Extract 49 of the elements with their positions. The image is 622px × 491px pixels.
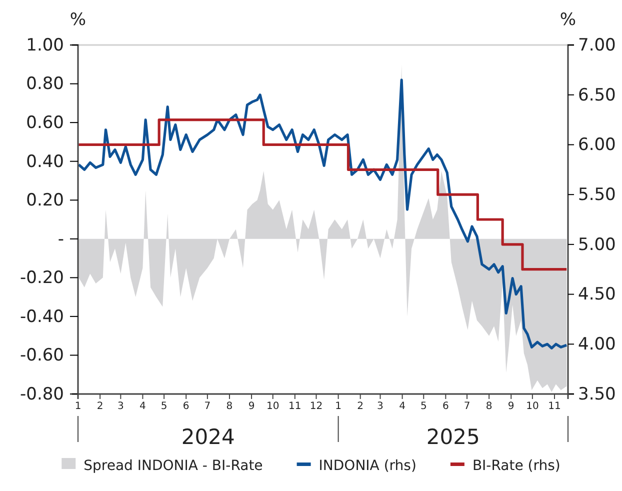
x-tick-label: 10 xyxy=(526,401,539,412)
y-tick-label: 0.60 xyxy=(26,112,64,133)
y2-tick-label: 7.00 xyxy=(578,35,616,56)
x-tick-label: 6 xyxy=(182,401,190,412)
x-tick-label: 3 xyxy=(377,401,384,412)
y2-tick-label: 6.50 xyxy=(578,85,616,106)
y2-tick-label: 4.50 xyxy=(578,284,616,305)
y-tick-label: -0.60 xyxy=(20,346,64,366)
y-tick-label: -0.80 xyxy=(20,384,64,404)
y2-tick-label: 3.50 xyxy=(578,384,616,404)
y2-tick-label: 4.00 xyxy=(578,334,616,355)
y2-tick-label: 6.00 xyxy=(578,135,616,156)
y-tick-label: 0.40 xyxy=(26,152,64,172)
y-tick-label: -0.20 xyxy=(20,268,64,288)
y-tick-label: 0.20 xyxy=(26,190,64,211)
text: 2025 xyxy=(426,425,480,449)
x-tick-label: 4 xyxy=(399,401,406,412)
y-axis-title: % xyxy=(70,10,86,30)
x-tick-label: 6 xyxy=(442,401,449,412)
y-tick-label: 1.00 xyxy=(26,35,64,56)
y-tick-label: - xyxy=(58,229,64,250)
text: 2024 xyxy=(181,425,235,449)
x-tick-label: 8 xyxy=(226,401,233,412)
x-tick-label: 4 xyxy=(140,401,146,412)
x-tick-label: 1 xyxy=(74,401,82,412)
x-tick-label: 5 xyxy=(160,401,168,412)
y-tick-label: 0.80 xyxy=(26,74,64,94)
x-tick-label: 2 xyxy=(357,401,364,412)
x-tick-label: 2 xyxy=(96,401,104,412)
legend-label: Spread INDONIA - BI-Rate xyxy=(84,458,263,474)
x-tick-label: 11 xyxy=(288,401,302,412)
x-tick-label: 5 xyxy=(420,401,427,412)
legend-label: INDONIA (rhs) xyxy=(318,458,416,474)
x-tick-label: 10 xyxy=(266,401,280,412)
x-tick-label: 3 xyxy=(117,401,124,412)
y2-tick-label: 5.00 xyxy=(578,234,616,255)
x-tick-label: 11 xyxy=(548,401,561,412)
x-tick-label: 8 xyxy=(486,401,492,412)
x-tick-label: 1 xyxy=(335,401,342,412)
line-series xyxy=(77,78,568,350)
x-tick-label: 9 xyxy=(508,401,514,412)
x-tick-label: 9 xyxy=(248,401,255,412)
y-tick-label: -0.40 xyxy=(20,306,64,327)
y2-axis-title: % xyxy=(560,10,576,30)
legend-label: BI-Rate (rhs) xyxy=(472,458,560,474)
x-tick-label: 7 xyxy=(204,401,211,412)
x-tick-label: 12 xyxy=(310,401,323,412)
y2-tick-label: 5.50 xyxy=(578,185,616,206)
x-tick-label: 7 xyxy=(464,401,470,412)
